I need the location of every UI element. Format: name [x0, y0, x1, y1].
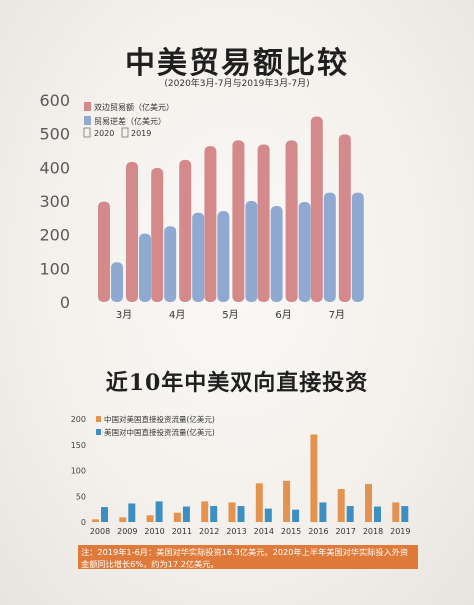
chart2-xtick: 2011 — [172, 527, 192, 536]
chart1-bar-deficit-2019 — [192, 212, 205, 302]
chart1-bar-trade-2020 — [310, 116, 323, 302]
chart2-xtick: 2016 — [308, 527, 328, 536]
chart1-bar-trade-2020 — [151, 168, 164, 302]
chart2-legend-label-us-to-cn: 美国对中国直接投资流量(亿美元) — [104, 427, 215, 437]
chart2-bar-us-to-cn — [292, 509, 300, 522]
chart2-xtick: 2013 — [226, 527, 246, 536]
chart2-xtick: 2008 — [90, 527, 110, 536]
chart1-subtitle: (2020年3月-7月与2019年3月-7月) — [164, 79, 310, 89]
chart1-bar-deficit-2019 — [139, 233, 151, 302]
chart2-bar-cn-to-us — [119, 517, 127, 522]
chart2-bar-cn-to-us — [228, 502, 236, 522]
chart2-ytick: 200 — [71, 415, 86, 424]
chart1-title: 中美贸易额比较 — [125, 46, 349, 81]
chart2-xtick: 2012 — [199, 527, 219, 536]
chart1-legend-label-trade: 双边贸易额（亿美元） — [94, 102, 174, 112]
chart2-xtick: 2010 — [144, 527, 164, 536]
chart1-bar-deficit-2020 — [270, 206, 283, 302]
chart1-ytick: 200 — [39, 226, 70, 245]
chart2-xtick: 2009 — [117, 527, 137, 536]
chart1-bar-deficit-2019 — [351, 192, 364, 302]
chart2-xtick: 2019 — [390, 527, 410, 536]
chart1-legend-swatch-trade — [84, 102, 91, 111]
chart1-legend-label-2020: 2020 — [94, 129, 114, 138]
chart2-xtick: 2018 — [363, 527, 383, 536]
chart2-bar-cn-to-us — [146, 515, 154, 522]
chart1-bar-deficit-2019 — [245, 201, 258, 302]
chart2-legend-swatch-cn-to-us — [96, 416, 101, 422]
chart1-ytick: 600 — [39, 91, 70, 110]
chart1-bar-deficit-2020 — [111, 262, 123, 302]
chart1-xtick: 3月 — [116, 309, 132, 321]
chart1-bar-trade-2020 — [204, 146, 217, 302]
chart2-bar-cn-to-us — [337, 489, 345, 522]
chart1-legend-swatch-2020 — [83, 127, 91, 138]
chart2-ytick: 0 — [81, 518, 86, 527]
footnote: 注：2019年1-6月：美国对华实际投资16.3亿美元。2020年上半年美国对华… — [78, 545, 418, 569]
chart1-ytick: 400 — [39, 158, 70, 177]
chart1-bar-deficit-2020 — [323, 192, 336, 302]
chart2-bar-us-to-cn — [128, 503, 136, 522]
chart2-bar-us-to-cn — [155, 501, 163, 522]
chart1-legend-label-deficit: 贸易逆差（亿美元） — [94, 116, 166, 126]
chart2-xtick: 2015 — [281, 527, 301, 536]
chart1-xtick: 6月 — [275, 309, 291, 321]
chart2-bar-us-to-cn — [182, 506, 190, 522]
chart2-bar-us-to-cn — [319, 502, 327, 522]
chart2-bar-cn-to-us — [201, 501, 209, 522]
chart1-bar-deficit-2019 — [298, 202, 311, 302]
chart2-legend-swatch-us-to-cn — [96, 429, 101, 435]
chart1-bar-deficit-2020 — [164, 226, 177, 302]
chart2-bar-us-to-cn — [374, 506, 381, 522]
chart1-ytick: 300 — [39, 192, 70, 211]
chart2-bar-us-to-cn — [401, 506, 409, 522]
chart1-ytick: 100 — [39, 259, 70, 278]
chart1-bar-trade-2020 — [98, 201, 110, 302]
chart2-title: 近10年中美双向直接投资 — [105, 370, 369, 396]
chart2-bar-us-to-cn — [101, 507, 108, 522]
chart2-bar-cn-to-us — [92, 519, 99, 522]
chart2-bar-cn-to-us — [392, 502, 400, 522]
chart2-bar-cn-to-us — [255, 483, 263, 522]
chart1-bar-deficit-2020 — [217, 211, 230, 302]
chart1-bar-trade-2019 — [338, 134, 351, 302]
chart2-bar-us-to-cn — [210, 506, 218, 522]
chart1-ytick: 0 — [60, 293, 70, 312]
chart2-bar-cn-to-us — [365, 483, 372, 522]
chart1-legend-label-2019: 2019 — [131, 129, 151, 138]
chart2-bar-cn-to-us — [283, 480, 291, 522]
chart2-ytick: 150 — [71, 441, 86, 450]
chart1-xtick: 5月 — [222, 309, 238, 321]
chart1-xtick: 7月 — [329, 309, 345, 321]
chart1-bar-trade-2019 — [232, 140, 245, 302]
chart1-bar-trade-2019 — [179, 159, 192, 302]
chart1-bar-trade-2019 — [285, 140, 298, 302]
chart2-ytick: 100 — [71, 467, 86, 476]
chart1-bar-trade-2020 — [257, 144, 270, 302]
chart2-xtick: 2017 — [336, 527, 356, 536]
chart2-bar-us-to-cn — [237, 506, 245, 522]
chart2-ytick: 50 — [76, 492, 86, 501]
chart2-bar-us-to-cn — [346, 506, 354, 522]
chart1-bar-trade-2019 — [126, 161, 138, 302]
chart2-xtick: 2014 — [254, 527, 274, 536]
chart1-legend-swatch-2019 — [121, 127, 129, 138]
chart2-bar-cn-to-us — [173, 512, 181, 522]
chart1-xtick: 4月 — [169, 309, 185, 321]
chart1-legend-swatch-deficit — [84, 116, 91, 125]
chart1-ytick: 500 — [39, 125, 70, 144]
chart2-bar-us-to-cn — [264, 508, 272, 522]
chart2-legend-label-cn-to-us: 中国对美国直接投资流量(亿美元) — [104, 414, 215, 424]
chart2-bar-cn-to-us — [310, 434, 318, 522]
